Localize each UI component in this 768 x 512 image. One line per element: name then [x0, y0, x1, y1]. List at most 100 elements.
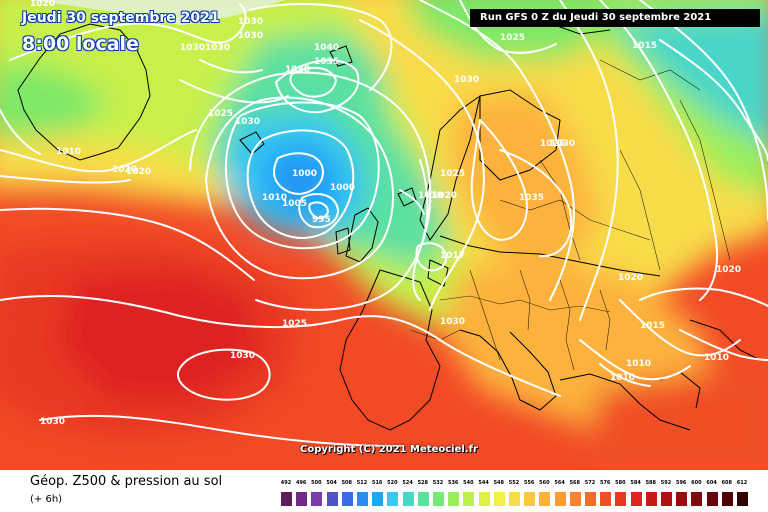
legend-value: 532: [432, 480, 444, 486]
legend-value: 516: [371, 480, 383, 486]
legend-item: 592: [660, 478, 672, 508]
legend-swatch: [524, 492, 536, 506]
legend-value: 592: [660, 480, 672, 486]
isobar-label: 1030: [205, 43, 230, 53]
legend-value: 588: [645, 480, 657, 486]
legend-item: 572: [584, 478, 596, 508]
legend-value: 552: [508, 480, 520, 486]
legend-value: 572: [584, 480, 596, 486]
legend-item: 528: [417, 478, 429, 508]
local-time: 8:00 locale: [22, 33, 139, 55]
isobar-label: 1000: [330, 183, 355, 193]
legend-value: 584: [630, 480, 641, 486]
isobar-label: 1005: [282, 199, 307, 209]
product-title: Géop. Z500 & pression au sol: [30, 474, 223, 489]
isobar-label: 1010: [626, 359, 651, 369]
isobar-label: 1035: [314, 57, 339, 67]
legend-value: 576: [599, 480, 611, 486]
legend-swatch: [281, 492, 292, 506]
isobar-label: 1030: [230, 351, 255, 361]
legend-swatch: [585, 492, 596, 506]
legend-item: 532: [432, 478, 444, 508]
legend-value: 520: [387, 480, 398, 486]
legend-item: 552: [508, 478, 520, 508]
legend-value: 492: [280, 480, 292, 486]
legend-swatch: [433, 492, 444, 506]
isobar-label: 995: [312, 215, 331, 225]
legend-value: 524: [402, 480, 413, 486]
legend-swatch: [539, 492, 551, 506]
color-scale-legend: 492 496 500 504 508 512 516 520 524 528 532 536 540 5…: [280, 478, 752, 508]
isobar-label: 1030: [40, 417, 65, 427]
isobar-label: 1035: [519, 193, 544, 203]
legend-swatch: [372, 492, 384, 506]
legend-swatch: [493, 492, 505, 506]
legend-value: 500: [311, 480, 322, 486]
legend-swatch: [463, 492, 475, 506]
forecast-date: Jeudi 30 septembre 2021: [22, 10, 220, 26]
legend-value: 608: [721, 480, 733, 486]
legend-item: 520: [386, 478, 399, 508]
isobar-label: 1020: [126, 167, 151, 177]
isobar-label: 1020: [618, 273, 643, 283]
legend-value: 528: [417, 480, 429, 486]
isobar-label: 1025: [500, 33, 525, 43]
isobar-label: 1010: [418, 191, 443, 201]
legend-swatch: [721, 492, 733, 506]
copyright-notice: Copyright (C) 2021 Meteociel.fr: [300, 444, 478, 455]
isobar-label: 1010: [704, 353, 729, 363]
legend-value: 564: [554, 480, 565, 486]
legend-item: 608: [721, 478, 733, 508]
legend-item: 584: [630, 478, 642, 508]
isobar-label: 1030: [440, 317, 465, 327]
legend-swatch: [357, 492, 368, 506]
legend-item: 612: [736, 478, 748, 508]
isobar-label: 1010: [262, 193, 287, 203]
legend-value: 508: [341, 480, 353, 486]
legend-item: 512: [356, 478, 368, 508]
legend-swatch: [311, 492, 323, 506]
legend-item: 600: [690, 478, 703, 508]
legend-value: 568: [569, 480, 581, 486]
isobar-label: 1020: [112, 165, 137, 175]
legend-value: 580: [615, 480, 626, 486]
legend-swatch: [509, 492, 520, 506]
legend-swatch: [691, 492, 703, 506]
isobar-label: 1030: [235, 117, 260, 127]
legend-item: 544: [478, 478, 490, 508]
legend-item: 536: [447, 478, 460, 508]
legend-swatch: [554, 492, 566, 506]
isobar-label: 1030: [550, 139, 575, 149]
legend-value: 548: [493, 480, 505, 486]
forecast-step: (+ 6h): [30, 494, 63, 505]
isobar-label: 1015: [640, 321, 665, 331]
legend-value: 512: [356, 480, 368, 486]
run-info-banner: Run GFS 0 Z du Jeudi 30 septembre 2021: [470, 9, 760, 27]
legend-swatch: [448, 492, 460, 506]
isobar-label: 1020: [716, 265, 741, 275]
legend-swatch: [417, 492, 429, 506]
legend-swatch: [402, 492, 414, 506]
legend-swatch: [478, 492, 490, 506]
legend-value: 600: [691, 480, 702, 486]
isobar-label: 1010: [56, 147, 81, 157]
isobar-label: 1015: [632, 41, 657, 51]
legend-value: 556: [523, 480, 535, 486]
legend-value: 596: [675, 480, 687, 486]
legend-item: 516: [371, 478, 384, 508]
legend-swatch: [569, 492, 581, 506]
legend-swatch: [296, 492, 308, 506]
legend-item: 508: [341, 478, 353, 508]
isobar-label: 1025: [440, 169, 465, 179]
isobar-label: 1020: [30, 0, 55, 9]
legend-swatch: [387, 492, 399, 506]
country-borders: [409, 59, 731, 371]
legend-swatch: [341, 492, 353, 506]
legend-item: 492: [280, 478, 292, 508]
legend-item: 580: [614, 478, 627, 508]
legend-item: 500: [310, 478, 323, 508]
legend-item: 524: [402, 478, 414, 508]
legend-item: 504: [326, 478, 338, 508]
coastlines: [17, 11, 761, 431]
